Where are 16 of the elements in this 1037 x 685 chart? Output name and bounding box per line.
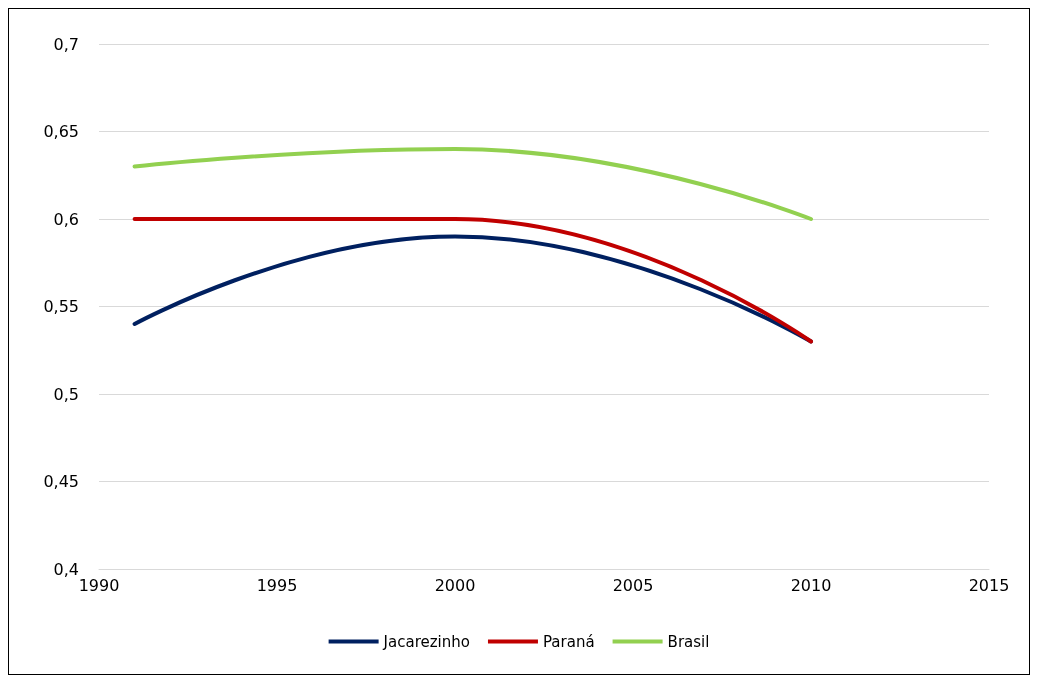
- legend-label: Paraná: [542, 632, 595, 651]
- x-tick-label: 1995: [256, 575, 298, 595]
- legend-label: Brasil: [667, 632, 710, 651]
- x-tick-label: 2005: [612, 575, 654, 595]
- y-tick-label: 0,65: [43, 122, 79, 141]
- x-tick-label: 1990: [78, 575, 120, 595]
- y-tick-label: 0,5: [53, 384, 79, 404]
- legend-label: Jacarezinho: [382, 632, 470, 651]
- x-tick-label: 2015: [968, 575, 1010, 595]
- x-tick-label: 2010: [790, 575, 832, 595]
- y-tick-label: 0,55: [43, 297, 79, 316]
- y-tick-label: 0,6: [53, 209, 79, 229]
- y-tick-label: 0,7: [53, 34, 79, 54]
- x-tick-label: 2000: [434, 575, 476, 595]
- y-tick-label: 0,45: [43, 472, 79, 491]
- y-tick-label: 0,4: [53, 559, 79, 579]
